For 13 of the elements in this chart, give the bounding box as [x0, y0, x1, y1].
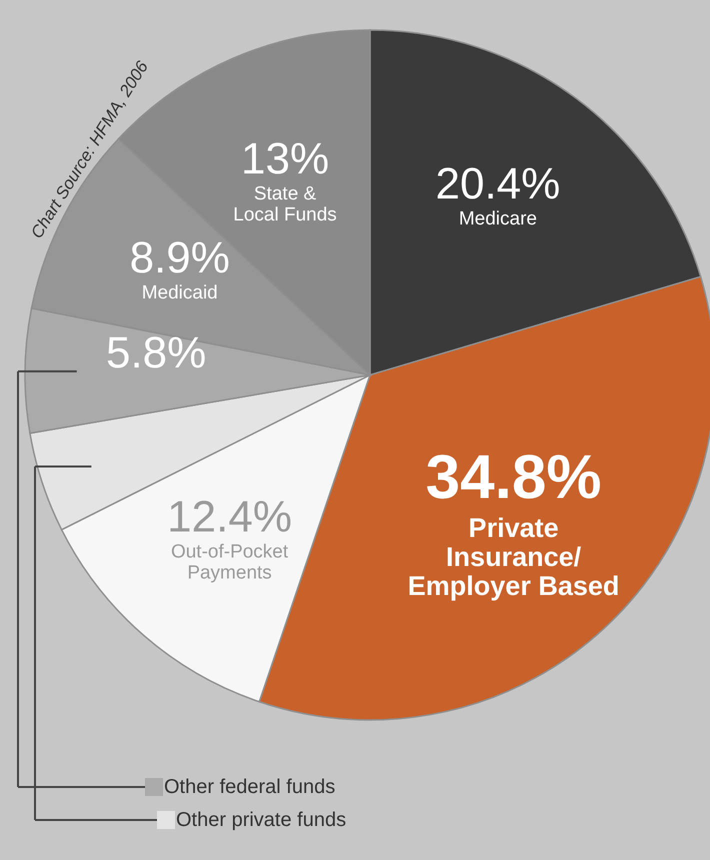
data-label: 8.9%: [130, 233, 230, 282]
legend-label: Other private funds: [176, 809, 346, 831]
slice-label: Medicaid: [142, 282, 218, 304]
slice-label: Medicare: [458, 208, 537, 230]
data-label: 20.4%: [436, 160, 560, 209]
slice-label: State & Local Funds: [233, 184, 337, 226]
slice-label: Out-of-Pocket Payments: [170, 541, 289, 584]
slice-label: Private Insurance/ Employer Based: [408, 513, 620, 602]
data-label: 5.8%: [106, 328, 206, 378]
legend-label: Other federal funds: [164, 776, 336, 798]
data-label: 13%: [241, 134, 330, 184]
data-label: 12.4%: [167, 492, 292, 542]
data-label: 34.8%: [426, 443, 602, 512]
